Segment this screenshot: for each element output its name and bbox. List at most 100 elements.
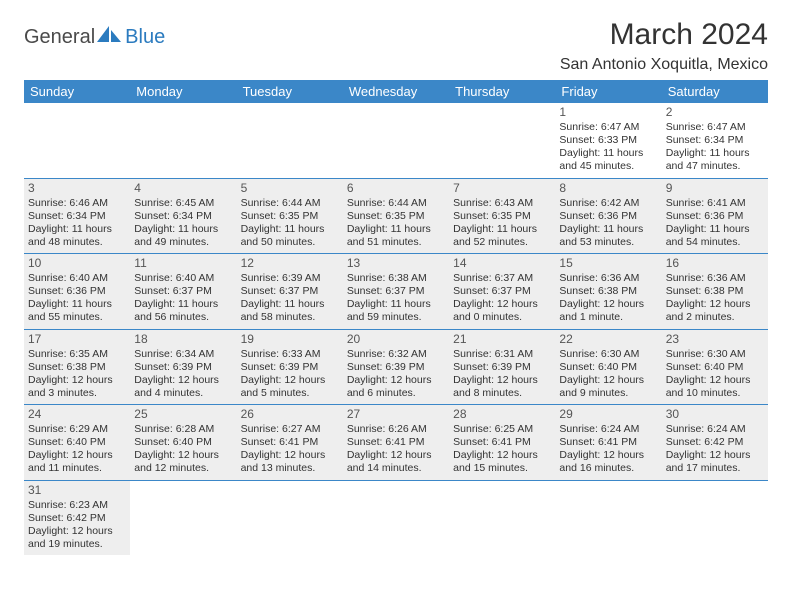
day-number: 8 <box>559 181 657 196</box>
day-sunrise: Sunrise: 6:23 AM <box>28 499 126 512</box>
day-daylight1: Daylight: 12 hours <box>134 449 232 462</box>
calendar-cell: 22Sunrise: 6:30 AMSunset: 6:40 PMDayligh… <box>555 330 661 405</box>
calendar-cell: 20Sunrise: 6:32 AMSunset: 6:39 PMDayligh… <box>343 330 449 405</box>
day-number: 7 <box>453 181 551 196</box>
day-sunset: Sunset: 6:38 PM <box>666 285 764 298</box>
day-daylight1: Daylight: 11 hours <box>134 223 232 236</box>
day-sunrise: Sunrise: 6:47 AM <box>666 121 764 134</box>
day-sunset: Sunset: 6:40 PM <box>559 361 657 374</box>
day-number: 5 <box>241 181 339 196</box>
day-daylight2: and 45 minutes. <box>559 160 657 173</box>
header: General Blue March 2024 San Antonio Xoqu… <box>24 18 768 74</box>
day-daylight2: and 47 minutes. <box>666 160 764 173</box>
day-number: 20 <box>347 332 445 347</box>
day-daylight1: Daylight: 11 hours <box>347 298 445 311</box>
day-daylight2: and 54 minutes. <box>666 236 764 249</box>
calendar-cell: 18Sunrise: 6:34 AMSunset: 6:39 PMDayligh… <box>130 330 236 405</box>
day-daylight1: Daylight: 12 hours <box>28 525 126 538</box>
day-daylight2: and 14 minutes. <box>347 462 445 475</box>
day-daylight2: and 51 minutes. <box>347 236 445 249</box>
day-daylight1: Daylight: 12 hours <box>666 298 764 311</box>
calendar-cell: 15Sunrise: 6:36 AMSunset: 6:38 PMDayligh… <box>555 254 661 329</box>
day-sunrise: Sunrise: 6:27 AM <box>241 423 339 436</box>
day-sunset: Sunset: 6:39 PM <box>453 361 551 374</box>
day-number: 31 <box>28 483 126 498</box>
day-header-cell: Sunday <box>24 80 130 103</box>
page-title: March 2024 <box>560 18 768 52</box>
day-sunset: Sunset: 6:39 PM <box>134 361 232 374</box>
day-sunset: Sunset: 6:37 PM <box>241 285 339 298</box>
day-number: 14 <box>453 256 551 271</box>
day-sunrise: Sunrise: 6:29 AM <box>28 423 126 436</box>
calendar-cell: 11Sunrise: 6:40 AMSunset: 6:37 PMDayligh… <box>130 254 236 329</box>
day-number: 3 <box>28 181 126 196</box>
day-sunset: Sunset: 6:34 PM <box>666 134 764 147</box>
day-sunset: Sunset: 6:37 PM <box>134 285 232 298</box>
day-daylight1: Daylight: 11 hours <box>347 223 445 236</box>
day-daylight2: and 55 minutes. <box>28 311 126 324</box>
logo-text-general: General <box>24 26 95 49</box>
day-sunrise: Sunrise: 6:41 AM <box>666 197 764 210</box>
day-sunrise: Sunrise: 6:35 AM <box>28 348 126 361</box>
calendar-cell-empty <box>343 481 449 556</box>
day-daylight1: Daylight: 12 hours <box>28 449 126 462</box>
day-number: 18 <box>134 332 232 347</box>
day-sunset: Sunset: 6:41 PM <box>453 436 551 449</box>
day-number: 15 <box>559 256 657 271</box>
day-daylight1: Daylight: 12 hours <box>666 374 764 387</box>
day-daylight2: and 9 minutes. <box>559 387 657 400</box>
day-daylight2: and 0 minutes. <box>453 311 551 324</box>
day-header-row: SundayMondayTuesdayWednesdayThursdayFrid… <box>24 80 768 103</box>
week-row: 24Sunrise: 6:29 AMSunset: 6:40 PMDayligh… <box>24 405 768 481</box>
day-sunset: Sunset: 6:41 PM <box>559 436 657 449</box>
day-daylight2: and 13 minutes. <box>241 462 339 475</box>
calendar-cell: 25Sunrise: 6:28 AMSunset: 6:40 PMDayligh… <box>130 405 236 480</box>
calendar-cell: 19Sunrise: 6:33 AMSunset: 6:39 PMDayligh… <box>237 330 343 405</box>
day-number: 22 <box>559 332 657 347</box>
day-header-cell: Friday <box>555 80 661 103</box>
day-daylight1: Daylight: 11 hours <box>134 298 232 311</box>
week-row: 1Sunrise: 6:47 AMSunset: 6:33 PMDaylight… <box>24 103 768 179</box>
calendar-cell-empty <box>555 481 661 556</box>
day-daylight2: and 11 minutes. <box>28 462 126 475</box>
day-sunset: Sunset: 6:42 PM <box>666 436 764 449</box>
day-sunset: Sunset: 6:39 PM <box>347 361 445 374</box>
calendar-cell: 31Sunrise: 6:23 AMSunset: 6:42 PMDayligh… <box>24 481 130 556</box>
week-row: 3Sunrise: 6:46 AMSunset: 6:34 PMDaylight… <box>24 179 768 255</box>
calendar-cell: 12Sunrise: 6:39 AMSunset: 6:37 PMDayligh… <box>237 254 343 329</box>
day-sunset: Sunset: 6:40 PM <box>666 361 764 374</box>
day-daylight1: Daylight: 12 hours <box>241 374 339 387</box>
day-daylight2: and 3 minutes. <box>28 387 126 400</box>
calendar-cell-empty <box>237 103 343 178</box>
day-sunset: Sunset: 6:40 PM <box>28 436 126 449</box>
calendar-cell: 13Sunrise: 6:38 AMSunset: 6:37 PMDayligh… <box>343 254 449 329</box>
day-number: 12 <box>241 256 339 271</box>
day-sunrise: Sunrise: 6:28 AM <box>134 423 232 436</box>
day-daylight2: and 16 minutes. <box>559 462 657 475</box>
day-number: 9 <box>666 181 764 196</box>
day-number: 23 <box>666 332 764 347</box>
day-daylight2: and 6 minutes. <box>347 387 445 400</box>
day-daylight2: and 19 minutes. <box>28 538 126 551</box>
day-number: 1 <box>559 105 657 120</box>
calendar-cell: 16Sunrise: 6:36 AMSunset: 6:38 PMDayligh… <box>662 254 768 329</box>
calendar-cell-empty <box>130 481 236 556</box>
calendar-cell: 4Sunrise: 6:45 AMSunset: 6:34 PMDaylight… <box>130 179 236 254</box>
day-daylight1: Daylight: 12 hours <box>241 449 339 462</box>
calendar-cell: 28Sunrise: 6:25 AMSunset: 6:41 PMDayligh… <box>449 405 555 480</box>
day-sunset: Sunset: 6:34 PM <box>134 210 232 223</box>
calendar-cell: 2Sunrise: 6:47 AMSunset: 6:34 PMDaylight… <box>662 103 768 178</box>
day-number: 28 <box>453 407 551 422</box>
page-subtitle: San Antonio Xoquitla, Mexico <box>560 56 768 74</box>
week-row: 31Sunrise: 6:23 AMSunset: 6:42 PMDayligh… <box>24 481 768 556</box>
day-sunset: Sunset: 6:41 PM <box>241 436 339 449</box>
week-row: 10Sunrise: 6:40 AMSunset: 6:36 PMDayligh… <box>24 254 768 330</box>
day-number: 24 <box>28 407 126 422</box>
day-daylight1: Daylight: 12 hours <box>453 374 551 387</box>
day-daylight2: and 8 minutes. <box>453 387 551 400</box>
day-sunset: Sunset: 6:36 PM <box>559 210 657 223</box>
day-number: 10 <box>28 256 126 271</box>
day-sunset: Sunset: 6:35 PM <box>347 210 445 223</box>
day-sunrise: Sunrise: 6:24 AM <box>666 423 764 436</box>
day-daylight2: and 56 minutes. <box>134 311 232 324</box>
